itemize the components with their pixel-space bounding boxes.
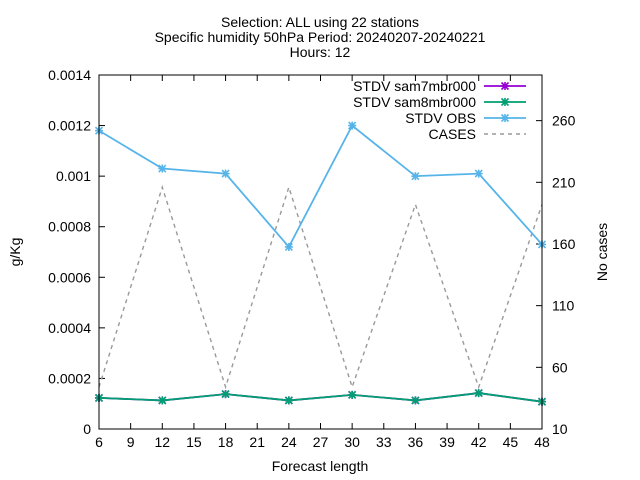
x-tick-label: 48 [534, 434, 550, 450]
series-3 [98, 184, 543, 390]
x-tick-label: 18 [218, 434, 234, 450]
x-tick-label: 15 [186, 434, 202, 450]
y2-tick-label: 210 [552, 174, 576, 190]
legend-label: STDV sam7mbr000 [353, 78, 476, 94]
y2-tick-labels: 10 60 110 160 210 260 [552, 113, 576, 437]
y-tick-label: 0.0002 [48, 370, 91, 386]
y2-tick-label: 10 [552, 421, 568, 437]
data-point [411, 172, 420, 181]
legend-label: CASES [429, 126, 476, 142]
plot-border [98, 74, 543, 430]
x-tick-label: 21 [249, 434, 265, 450]
title-line-2: Specific humidity 50hPa Period: 20240207… [155, 29, 486, 45]
x-tick-label: 33 [376, 434, 392, 450]
y-tick-label: 0.0006 [48, 269, 91, 285]
legend-marker [500, 113, 510, 123]
x-tick-label: 27 [313, 434, 329, 450]
data-point [474, 169, 483, 178]
series-layer [94, 121, 547, 406]
x-tick-label: 30 [344, 434, 360, 450]
y-tick-label: 0.0014 [48, 67, 91, 83]
x-tick-label: 6 [95, 434, 103, 450]
data-point [348, 390, 357, 399]
y2-tick-label: 60 [552, 359, 568, 375]
x-tick-label: 39 [439, 434, 455, 450]
x-axis-label: Forecast length [272, 458, 369, 474]
data-point [284, 242, 293, 252]
data-point [284, 396, 293, 405]
y-tick-label: 0.001 [56, 168, 91, 184]
data-point [221, 169, 230, 178]
y-tick-label: 0.0012 [48, 118, 91, 134]
x-tick-label: 42 [471, 434, 487, 450]
data-point [158, 396, 167, 405]
x-tick-labels: 6 9 12 15 18 21 24 27 30 33 36 39 42 45 48 [95, 434, 550, 450]
y-tick-labels: 0 0.0002 0.0004 0.0006 0.0008 0.001 0.0012 0.00… [48, 67, 91, 437]
legend-marker [500, 81, 510, 91]
x-tick-label: 9 [127, 434, 135, 450]
x-tick-label: 24 [281, 434, 297, 450]
y-axis-label: g/Kg [7, 238, 23, 267]
legend-label: STDV sam8mbr000 [353, 94, 476, 110]
y-tick-label: 0 [83, 421, 91, 437]
data-point [411, 396, 420, 405]
x-tick-label: 12 [154, 434, 170, 450]
y2-tick-label: 160 [552, 236, 576, 252]
y2-axis-label: No cases [594, 223, 610, 281]
data-point [348, 121, 357, 130]
series-1 [94, 389, 547, 406]
y2-tick-label: 260 [552, 113, 576, 129]
series-line [98, 392, 543, 403]
legend-marker [500, 97, 510, 107]
series-line [98, 124, 543, 249]
y-tick-label: 0.0004 [48, 320, 91, 336]
title-line-3: Hours: 12 [290, 44, 351, 60]
series-line [98, 184, 543, 390]
x-tick-label: 45 [503, 434, 519, 450]
x-tick-label: 36 [408, 434, 424, 450]
y-tick-label: 0.0008 [48, 219, 91, 235]
data-point [158, 164, 167, 173]
chart-title: Selection: ALL using 22 stations Specifi… [155, 14, 486, 60]
y2-tick-label: 110 [552, 298, 575, 314]
data-point [474, 389, 483, 398]
title-line-1: Selection: ALL using 22 stations [221, 14, 419, 30]
data-point [221, 390, 230, 399]
legend-label: STDV OBS [405, 110, 476, 126]
